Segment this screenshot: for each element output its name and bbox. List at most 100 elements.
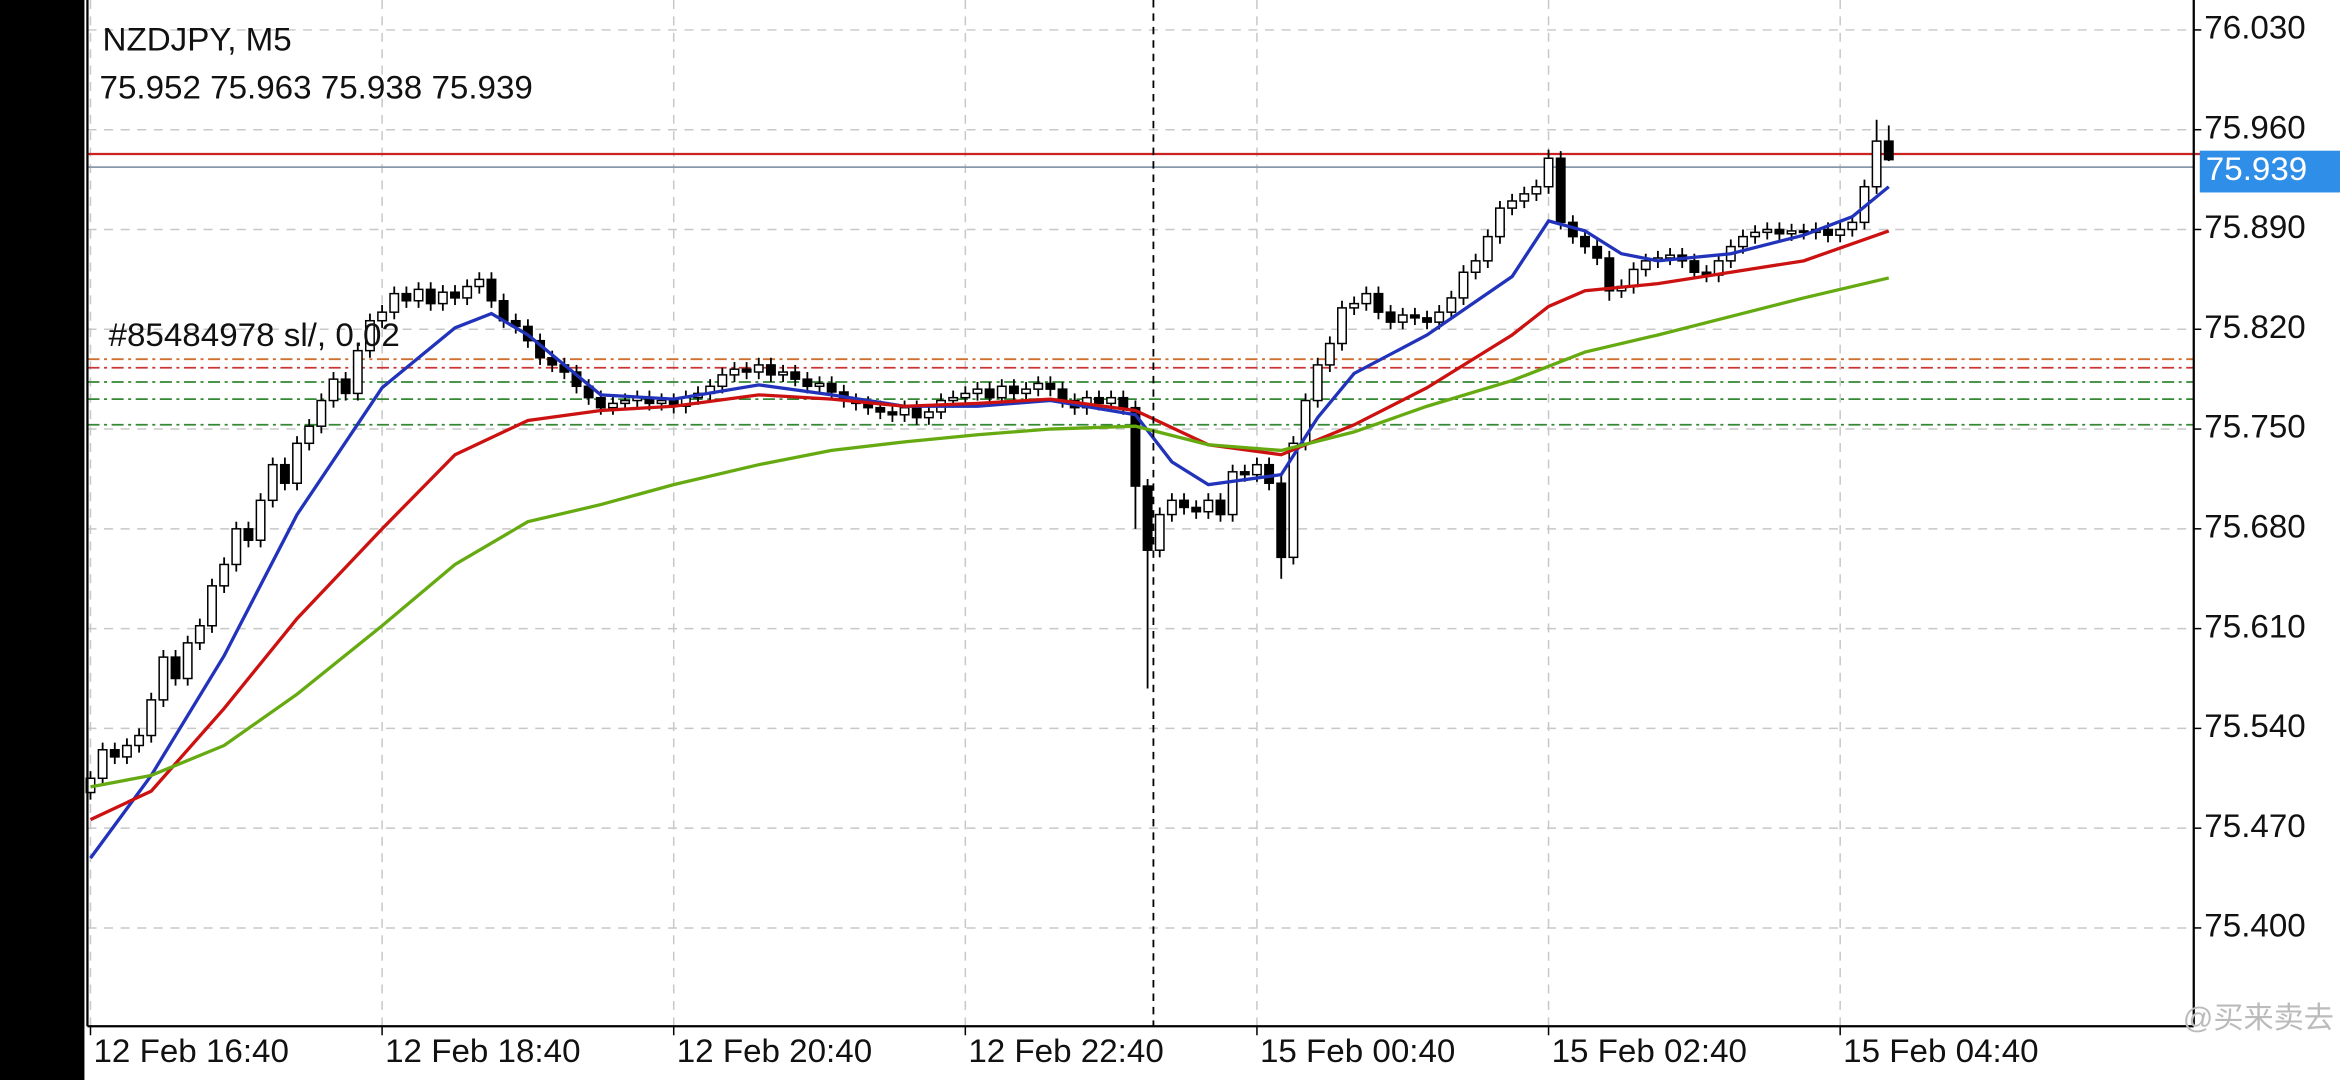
candle-body [1094,396,1104,405]
moving-average [89,185,1890,860]
candle-body [741,368,752,373]
y-tick-label: 75.610 [2204,607,2305,644]
watermark: @买来卖去 [2183,1002,2334,1035]
candle-body [1288,442,1299,559]
y-tick-label: 75.540 [2204,707,2305,744]
open-value: 75.952 [100,68,201,105]
close-value: 75.939 [431,68,532,105]
y-tick-label: 75.680 [2204,508,2305,545]
candle-body [1349,302,1360,309]
candle-body [243,528,254,541]
candle-body [1215,499,1226,516]
candle-body [1665,254,1676,259]
candle-body [607,402,618,409]
candle-body [899,406,910,416]
candle-body [923,411,934,419]
candle-body [316,399,327,427]
candle-body [717,374,728,388]
candle-body [1045,382,1056,390]
moving-average [89,229,1890,822]
candle-body [194,625,205,644]
low-value: 75.938 [321,68,422,105]
candle-body [1130,406,1141,487]
candle-body [1276,482,1287,559]
candle-body [352,349,363,395]
candle-body [911,406,922,419]
candle-body [1592,245,1603,259]
candle-body [595,396,606,409]
x-tick-label: 15 Feb 02:40 [1552,1032,1747,1069]
candle-body [996,385,1007,399]
candle-body [1179,499,1190,509]
candle-body [109,749,120,758]
candle-body [1106,396,1117,405]
candle-body [1494,207,1505,238]
candle-body [1604,257,1615,292]
x-tick-label: 12 Feb 16:40 [94,1032,289,1069]
x-tick-label: 12 Feb 22:40 [968,1032,1163,1069]
candle-body [790,371,801,380]
candle-body [279,463,290,484]
y-tick-label: 75.400 [2204,907,2305,944]
screen-edge [0,0,85,1080]
candle-body [1361,292,1372,305]
candle-body [1118,396,1129,409]
candle-body [1531,185,1542,195]
candle-body [1422,317,1433,323]
candle-body [1507,200,1518,209]
candle-body [1434,311,1445,323]
candle-body [1373,292,1384,313]
candle-body [1580,235,1590,248]
candle-body [802,378,813,388]
candle-body [425,288,436,305]
candle-body [1409,314,1420,319]
plot [85,0,2340,1027]
candle-body [219,563,230,587]
candle-body [1021,388,1032,395]
x-tick-label: 12 Feb 20:40 [677,1032,872,1069]
candle-body [146,699,157,737]
candle-body [1750,231,1761,238]
bid-label: 75.939 [2206,150,2307,187]
candle-body [340,378,351,395]
candle-body [656,399,667,405]
candle-body [462,285,473,299]
candle-body [729,368,740,376]
candle-body [1786,230,1797,235]
candle-body [1737,235,1748,248]
candle-body [765,364,776,376]
candle-body [1543,157,1554,188]
moving-average [90,276,1890,789]
candle-body [1823,228,1833,236]
candle-body [134,734,145,747]
candle-body [437,291,448,305]
order-label: #85484978 sl/, 0.02 [109,316,400,353]
candle-body [207,585,217,627]
candle-body [1470,260,1481,274]
candle-body [389,292,400,313]
candle-body [1385,311,1396,323]
candle-body [450,291,460,299]
candle-body [1337,307,1347,345]
candle-body [474,278,485,288]
candle-body [1033,382,1044,390]
candle-body [121,744,132,758]
candle-body [778,371,789,376]
candle-body [364,319,375,352]
candle-body [413,288,424,302]
candle-body [182,642,193,680]
candle-body [1203,499,1214,513]
y-tick-label: 75.960 [2204,109,2305,146]
bid-label-box [2199,150,2340,193]
candle-body [267,463,278,502]
x-tick-label: 15 Feb 00:40 [1260,1032,1455,1069]
y-tick-label: 75.890 [2204,208,2305,245]
candle-body [1847,221,1858,231]
candle-body [620,399,631,405]
candle-body [814,382,825,388]
candle-body [1446,297,1457,313]
y-tick-label: 75.470 [2204,807,2305,844]
candle-body [1835,228,1846,236]
candle-body [1142,485,1153,551]
